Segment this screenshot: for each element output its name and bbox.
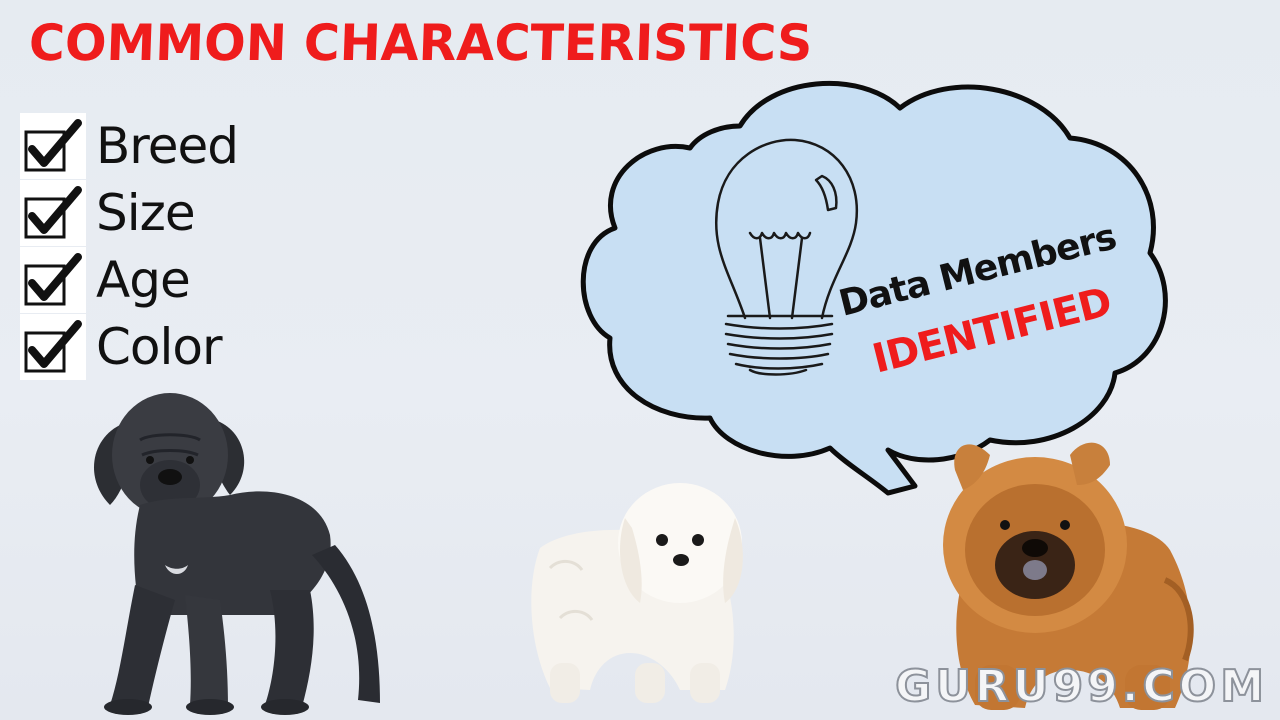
checklist-label: Age bbox=[96, 250, 191, 309]
checklist-label: Color bbox=[96, 317, 223, 376]
checkbox-checked-icon bbox=[20, 112, 86, 179]
lightbulb-icon bbox=[714, 138, 859, 376]
checklist-item-color: Color bbox=[20, 313, 238, 380]
checklist-label: Size bbox=[96, 183, 196, 242]
white-puppy-image bbox=[531, 483, 743, 703]
characteristics-checklist: Breed Size Age Color bbox=[20, 112, 239, 380]
checkbox-checked-icon bbox=[20, 179, 86, 246]
thought-bubble bbox=[580, 81, 1168, 496]
black-puppy-image bbox=[93, 393, 380, 715]
checklist-label: Breed bbox=[96, 116, 239, 175]
checkbox-checked-icon bbox=[20, 313, 86, 380]
checkbox-checked-icon bbox=[20, 246, 86, 313]
checklist-item-size: Size bbox=[20, 179, 238, 246]
brown-puppy-image bbox=[943, 442, 1194, 710]
slide-title: COMMON CHARACTERISTICS bbox=[28, 14, 814, 72]
checklist-item-age: Age bbox=[20, 246, 238, 313]
guru99-watermark: GURU99.COM bbox=[894, 660, 1268, 713]
checklist-item-breed: Breed bbox=[20, 112, 239, 179]
